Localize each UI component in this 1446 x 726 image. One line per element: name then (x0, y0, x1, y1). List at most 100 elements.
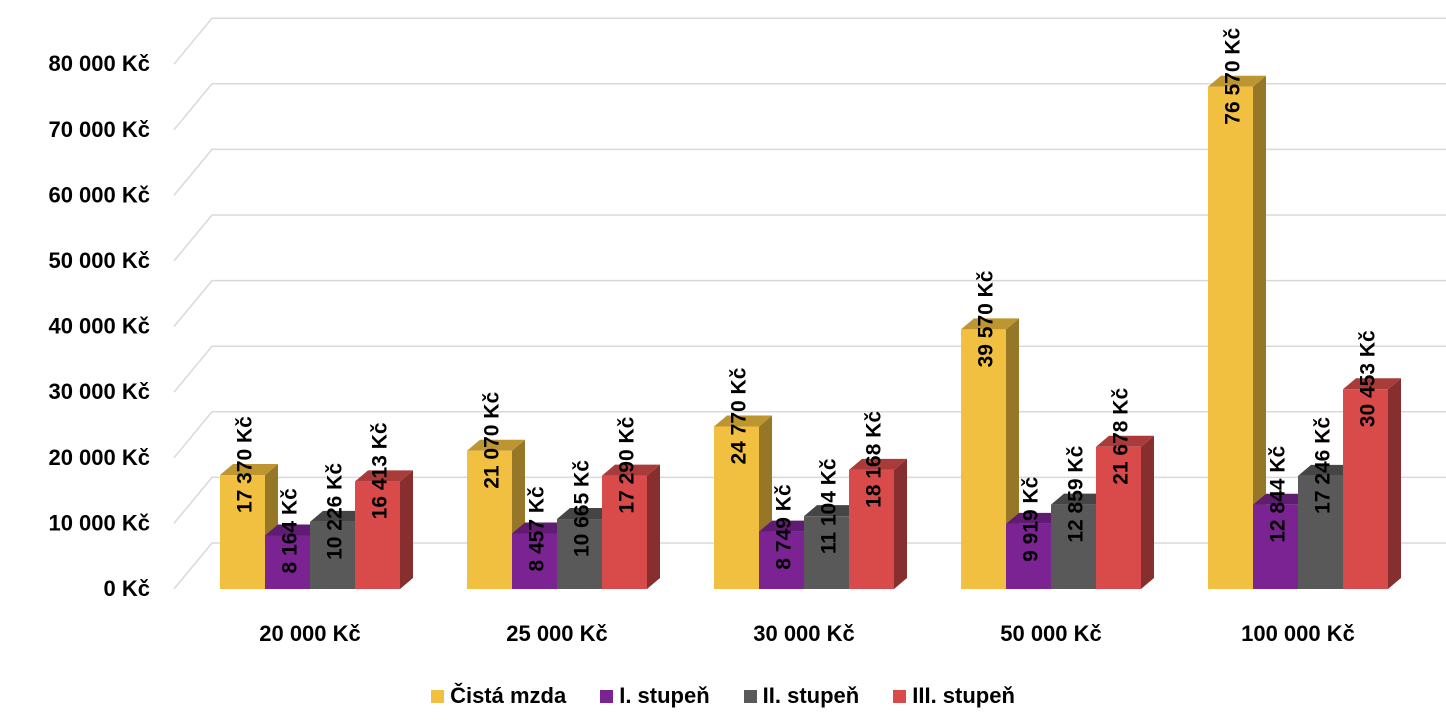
y-tick-label: 0 Kč (104, 576, 150, 601)
bar-top (1253, 493, 1311, 505)
y-tick-label: 30 000 Kč (48, 379, 150, 404)
gridline (173, 148, 1446, 196)
legend-item-iii-stupen: III. stupeň (893, 683, 1015, 709)
gridline (173, 83, 1446, 131)
bar-top (849, 458, 907, 470)
bar-top (512, 522, 570, 534)
data-label: 76 570 Kč (1222, 27, 1245, 124)
bar-side (1253, 75, 1266, 589)
bar-top (1298, 464, 1356, 476)
bar (849, 469, 894, 589)
data-label: 18 168 Kč (863, 411, 886, 508)
bar-top (961, 318, 1019, 330)
data-label: 21 070 Kč (481, 392, 504, 489)
gridline (173, 476, 1446, 524)
data-label: 8 749 Kč (773, 484, 796, 570)
bar (220, 475, 265, 589)
bar (1298, 475, 1343, 589)
legend-label: II. stupeň (762, 683, 860, 708)
legend-swatch (600, 689, 614, 703)
bar (714, 426, 759, 589)
bar (1343, 389, 1388, 589)
gridline (173, 345, 1446, 393)
bar (512, 533, 557, 589)
y-tick-label: 50 000 Kč (48, 248, 150, 273)
x-tick-label: 25 000 Kč (506, 621, 608, 646)
data-label: 12 844 Kč (1267, 446, 1290, 543)
bar (961, 329, 1006, 589)
legend-label: III. stupeň (912, 683, 1015, 708)
bar (759, 531, 804, 589)
bar (467, 450, 512, 589)
y-tick-label: 60 000 Kč (48, 182, 150, 207)
legend-swatch (743, 689, 757, 703)
bar (1096, 446, 1141, 589)
data-label: 10 665 Kč (571, 460, 594, 557)
legend-item-cista-mzda: Čistá mzda (431, 683, 566, 709)
bar (265, 535, 310, 589)
y-tick-label: 70 000 Kč (48, 117, 150, 142)
bar-top (557, 508, 615, 520)
bar-top (467, 439, 525, 451)
bar (804, 516, 849, 589)
bar (355, 481, 400, 589)
x-tick-label: 30 000 Kč (753, 621, 855, 646)
data-label: 17 290 Kč (616, 416, 639, 513)
bar (602, 475, 647, 589)
gridline (173, 279, 1446, 328)
bar-top (355, 470, 413, 482)
bar (1051, 504, 1096, 589)
data-label: 8 457 Kč (526, 486, 549, 572)
legend-item-i-stupen: I. stupeň (600, 683, 710, 709)
bar-side (894, 458, 907, 589)
data-label: 21 678 Kč (1110, 388, 1133, 485)
x-tick-label: 100 000 Kč (1241, 621, 1355, 646)
bar-top (310, 510, 368, 522)
data-label: 39 570 Kč (975, 270, 998, 367)
legend-label: Čistá mzda (450, 683, 567, 708)
y-tick-label: 20 000 Kč (48, 445, 150, 470)
data-label: 17 246 Kč (1312, 417, 1335, 514)
legend-swatch (893, 689, 907, 703)
bar-side (400, 470, 413, 589)
bar-top (714, 415, 772, 427)
bar-top (1208, 75, 1266, 87)
legend: Čistá mzda I. stupeň II. stupeň III. stu… (0, 676, 1446, 716)
bar (1208, 86, 1253, 589)
gridline (173, 214, 1446, 262)
bar-side (1141, 435, 1154, 589)
bar-top (265, 524, 323, 536)
y-tick-label: 80 000 Kč (48, 51, 150, 76)
bar-top (759, 520, 817, 532)
data-label: 11 104 Kč (818, 458, 841, 554)
data-label: 12 859 Kč (1065, 445, 1088, 542)
bar (1253, 504, 1298, 589)
data-label: 17 370 Kč (234, 416, 257, 513)
gridline (173, 411, 1446, 459)
data-label: 9 919 Kč (1020, 476, 1043, 562)
bar-side (647, 464, 660, 589)
data-label: 30 453 Kč (1357, 330, 1380, 427)
bar (1006, 523, 1051, 589)
bar-top (1096, 435, 1154, 447)
bar-top (1051, 493, 1109, 505)
x-tick-label: 20 000 Kč (259, 621, 361, 646)
bar-top (1006, 512, 1064, 524)
bar-top (1343, 378, 1401, 390)
legend-swatch (431, 689, 445, 703)
x-tick-label: 50 000 Kč (1000, 621, 1102, 646)
data-label: 10 226 Kč (324, 463, 347, 560)
data-label: 24 770 Kč (728, 367, 751, 464)
y-tick-label: 40 000 Kč (48, 314, 150, 339)
bar (557, 519, 602, 589)
bar-top (220, 464, 278, 476)
data-label: 16 413 Kč (369, 422, 392, 519)
legend-item-ii-stupen: II. stupeň (743, 683, 860, 709)
y-tick-label: 10 000 Kč (48, 510, 150, 535)
bar-top (804, 505, 862, 517)
legend-label: I. stupeň (619, 683, 710, 708)
gridline (173, 17, 1446, 65)
data-label: 8 164 Kč (279, 488, 302, 574)
bar-top (602, 464, 660, 476)
bar (310, 521, 355, 589)
